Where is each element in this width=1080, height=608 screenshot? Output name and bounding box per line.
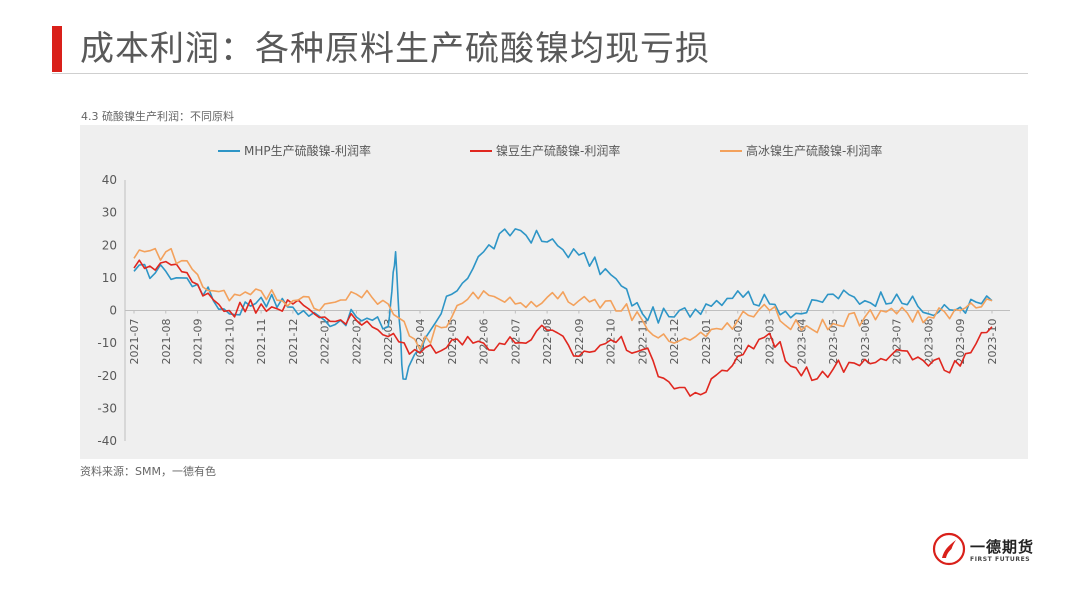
- x-tick-label: 2022-12: [668, 319, 681, 365]
- x-tick-label: 2022-11: [636, 319, 649, 365]
- y-tick-label: 30: [102, 206, 117, 220]
- x-tick-label: 2022-04: [414, 319, 427, 365]
- y-tick-label: -30: [97, 401, 117, 415]
- source-note: 资料来源：SMM，一德有色: [80, 465, 216, 478]
- logo-name-cn: 一德期货: [970, 538, 1035, 556]
- x-tick-label: 2023-01: [700, 319, 713, 365]
- x-tick-label: 2021-08: [160, 319, 173, 365]
- logo-name-en: FIRST FUTURES: [970, 556, 1031, 563]
- x-tick-label: 2022-02: [350, 319, 363, 365]
- legend-label: MHP生产硫酸镍-利润率: [244, 143, 371, 158]
- x-tick-label: 2022-10: [605, 319, 618, 365]
- chart-subtitle: 4.3 硫酸镍生产利润：不同原料: [81, 110, 234, 123]
- page-title: 成本利润：各种原料生产硫酸镍均现亏损: [80, 29, 710, 69]
- series-line: [133, 228, 993, 380]
- y-tick-label: 0: [109, 304, 117, 318]
- y-tick-label: -20: [97, 369, 117, 383]
- y-tick-label: 40: [102, 173, 117, 187]
- x-tick-label: 2023-10: [986, 319, 999, 365]
- x-tick-label: 2021-07: [128, 319, 141, 365]
- y-tick-label: -10: [97, 336, 117, 350]
- x-tick-label: 2023-04: [795, 319, 808, 365]
- x-tick-label: 2023-03: [764, 319, 777, 365]
- x-tick-label: 2022-03: [382, 319, 395, 365]
- x-tick-label: 2021-10: [223, 319, 236, 365]
- x-tick-label: 2023-08: [922, 319, 935, 365]
- x-tick-label: 2023-07: [891, 319, 904, 365]
- series-line: [133, 259, 993, 397]
- x-tick-label: 2022-05: [446, 319, 459, 365]
- x-tick-label: 2023-05: [827, 319, 840, 365]
- x-tick-label: 2022-09: [573, 319, 586, 365]
- y-tick-label: -40: [97, 434, 117, 448]
- title-accent-bar: [52, 26, 62, 72]
- y-tick-label: 10: [102, 271, 117, 285]
- company-logo: 一德期货 FIRST FUTURES: [932, 530, 1042, 570]
- title-divider: [52, 73, 1028, 74]
- line-chart: 40 30 20 10 0 -10 -20 -30 -40 2021-07 2021-08 2021-…: [97, 143, 1010, 448]
- x-tick-label: 2022-07: [509, 319, 522, 365]
- x-tick-label: 2021-11: [255, 319, 268, 365]
- x-tick-label: 2022-01: [319, 319, 332, 365]
- series-line: [133, 247, 993, 351]
- x-tick-label: 2023-09: [954, 319, 967, 365]
- x-tick-label: 2023-06: [859, 319, 872, 365]
- x-tick-label: 2022-06: [478, 319, 491, 365]
- legend-label: 镍豆生产硫酸镍-利润率: [496, 143, 620, 158]
- chart-panel: 40 30 20 10 0 -10 -20 -30 -40 2021-07 2021-08 2021-…: [80, 125, 1028, 459]
- x-tick-label: 2023-02: [732, 319, 745, 365]
- x-tick-label: 2021-12: [287, 319, 300, 365]
- y-tick-label: 20: [102, 238, 117, 252]
- flame-logo-icon: [932, 532, 966, 566]
- legend-label: 高冰镍生产硫酸镍-利润率: [746, 143, 882, 158]
- x-tick-label: 2021-09: [192, 319, 205, 365]
